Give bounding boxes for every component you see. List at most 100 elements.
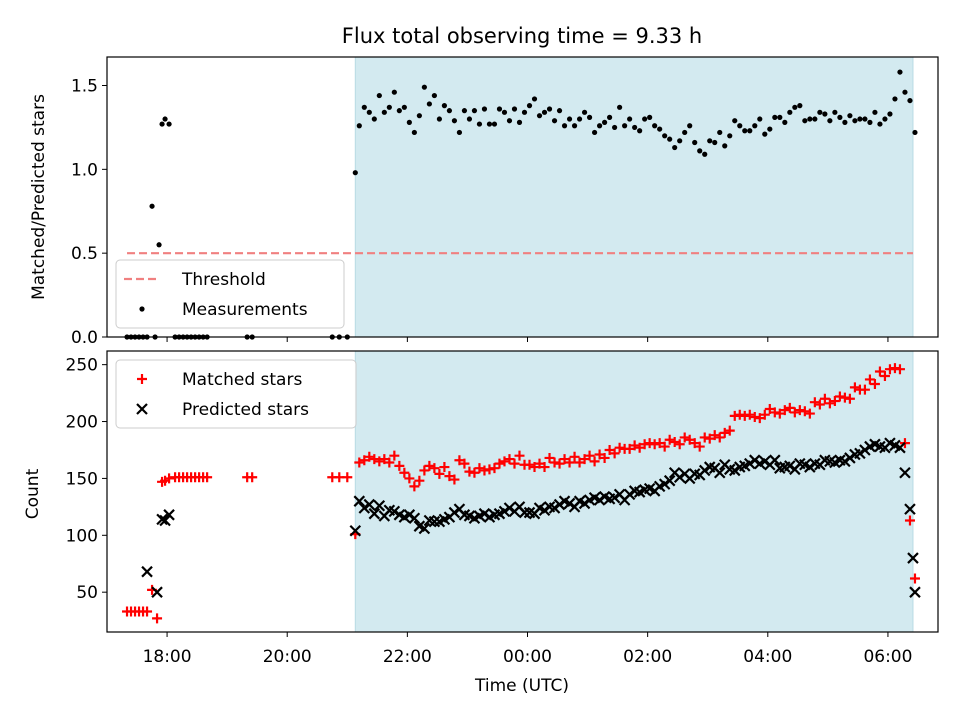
data-point: [712, 139, 718, 146]
legend-cross-swatch: [136, 403, 148, 415]
data-point: [369, 454, 380, 465]
data-point: [644, 438, 655, 449]
data-point: [804, 408, 815, 419]
data-point: [449, 474, 460, 485]
data-point: [469, 467, 480, 478]
bottom-panel: 50 100 150 200 250 18:00 20:00 22:00 00:00 02:00 0…: [66, 350, 939, 667]
data-point: [591, 129, 598, 136]
data-point: [456, 129, 463, 136]
data-point: [639, 439, 650, 450]
data-point: [632, 124, 638, 131]
y-tick-label: 1.5: [71, 77, 98, 97]
data-point: [752, 123, 758, 129]
data-point: [498, 505, 511, 518]
series-matched-stars: [122, 363, 920, 624]
data-point: [466, 116, 473, 122]
data-point: [754, 413, 765, 424]
data-point: [724, 425, 735, 436]
legend-entry-label: Measurements: [182, 300, 308, 320]
data-point: [789, 407, 800, 418]
data-point: [569, 451, 580, 462]
data-point: [384, 457, 395, 468]
data-point: [593, 494, 606, 506]
data-point: [689, 438, 700, 449]
data-point: [156, 242, 162, 248]
data-point: [899, 466, 911, 479]
data-point: [797, 103, 803, 109]
y-tick-label: 100: [66, 526, 98, 546]
data-point: [481, 106, 488, 112]
data-point: [859, 444, 871, 456]
x-tick-label: 06:00: [863, 647, 912, 667]
data-point: [163, 509, 175, 521]
data-point: [612, 124, 618, 131]
data-point: [159, 514, 171, 527]
data-point: [424, 460, 435, 471]
data-point: [376, 92, 382, 99]
data-point: [728, 464, 741, 477]
data-point: [426, 101, 432, 107]
data-point: [907, 97, 913, 104]
data-point: [624, 443, 635, 454]
data-point: [694, 441, 705, 452]
series-measurements: [124, 69, 918, 340]
data-point: [553, 498, 566, 511]
data-point: [664, 434, 675, 445]
data-point: [511, 106, 518, 112]
data-point: [521, 109, 528, 115]
y-tick-label: 0.0: [71, 328, 98, 348]
data-point: [386, 104, 392, 110]
data-point: [659, 441, 670, 452]
data-point: [566, 116, 573, 122]
y-tick-label: 200: [66, 413, 98, 433]
data-point: [802, 118, 808, 124]
data-point: [787, 109, 793, 115]
data-point: [414, 475, 425, 486]
data-point: [476, 121, 483, 127]
data-point: [622, 123, 628, 129]
data-point: [409, 481, 420, 492]
data-point: [859, 384, 870, 395]
data-point: [682, 129, 688, 136]
data-point: [673, 471, 686, 484]
data-point: [809, 397, 820, 408]
data-point: [672, 144, 678, 151]
data-point: [451, 118, 458, 124]
observing-interval-shade: [354, 56, 914, 338]
data-point: [581, 109, 588, 115]
data-point: [601, 119, 608, 125]
data-point: [514, 450, 525, 461]
x-tick-label: 02:00: [623, 647, 672, 667]
data-point: [867, 119, 873, 125]
data-point: [518, 506, 531, 519]
legend-entry-label: Threshold: [181, 270, 266, 290]
axes-frame: [106, 350, 939, 633]
data-point: [909, 586, 921, 598]
legend-box: [115, 359, 357, 429]
data-point: [503, 502, 516, 514]
data-point: [576, 116, 583, 122]
data-point: [406, 119, 412, 125]
data-point: [363, 498, 376, 511]
data-point: [629, 440, 640, 451]
data-point: [531, 96, 538, 102]
data-point: [584, 450, 595, 461]
data-point: [817, 109, 823, 115]
data-point: [486, 121, 493, 127]
data-point: [538, 504, 551, 517]
data-point: [608, 491, 621, 504]
data-point: [202, 472, 213, 483]
data-point: [869, 378, 880, 389]
data-point: [579, 454, 590, 465]
data-point: [419, 465, 430, 476]
data-point: [784, 460, 796, 472]
data-point: [352, 170, 358, 176]
data-point: [837, 114, 843, 120]
data-point: [141, 565, 153, 578]
data-point: [674, 439, 685, 450]
data-point: [872, 109, 878, 115]
data-point: [777, 114, 783, 120]
data-point: [501, 109, 508, 115]
data-point: [554, 458, 565, 469]
data-point: [368, 507, 381, 520]
